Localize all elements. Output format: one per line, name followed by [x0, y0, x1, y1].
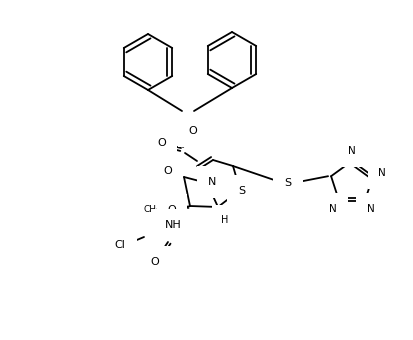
Text: O: O: [157, 138, 166, 148]
Text: S: S: [238, 186, 245, 196]
Text: O: O: [167, 205, 176, 215]
Polygon shape: [179, 206, 190, 212]
Text: S: S: [284, 178, 291, 188]
Text: O: O: [157, 138, 166, 148]
Text: N: N: [366, 204, 374, 214]
Text: S: S: [238, 186, 245, 196]
Text: H: H: [221, 215, 228, 225]
Text: N: N: [347, 146, 355, 156]
Text: NH: NH: [164, 220, 181, 230]
Text: H: H: [221, 215, 228, 225]
Text: N: N: [377, 168, 385, 178]
Text: N: N: [377, 168, 385, 178]
Text: CH₃: CH₃: [143, 205, 160, 215]
Text: N: N: [347, 146, 355, 156]
Text: N: N: [329, 204, 336, 214]
Text: NH: NH: [164, 220, 181, 230]
Text: N: N: [207, 177, 216, 187]
Text: S: S: [284, 178, 291, 188]
Text: O: O: [163, 166, 172, 176]
Text: Cl: Cl: [114, 240, 125, 250]
Text: O: O: [167, 205, 176, 215]
Text: O: O: [163, 166, 172, 176]
Text: O: O: [188, 126, 197, 136]
Text: O: O: [150, 257, 159, 267]
Text: N: N: [207, 177, 216, 187]
Text: O: O: [188, 126, 197, 136]
Text: Cl: Cl: [114, 240, 125, 250]
Text: O: O: [150, 257, 159, 267]
Text: N: N: [366, 204, 374, 214]
Text: N: N: [329, 204, 336, 214]
